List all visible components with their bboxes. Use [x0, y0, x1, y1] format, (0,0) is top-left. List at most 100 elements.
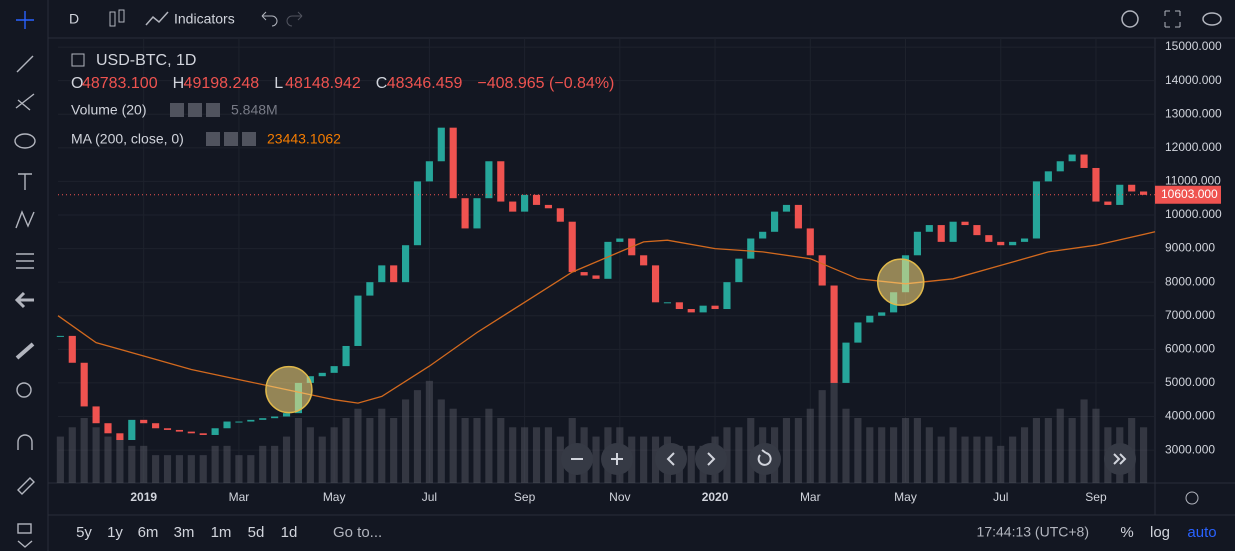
lock-tool[interactable]	[17, 523, 32, 534]
volume-bar	[413, 390, 422, 483]
text-tool[interactable]	[18, 173, 32, 190]
y-tick-label: 13000.000	[1165, 106, 1222, 120]
study-name[interactable]: Volume (20)	[71, 102, 146, 118]
volume-bar	[366, 418, 374, 483]
last-price-box	[1155, 185, 1221, 204]
candle	[140, 419, 148, 424]
candle	[759, 231, 767, 239]
magnet-tool[interactable]	[17, 434, 33, 450]
scroll-right-button[interactable]	[695, 443, 727, 475]
candle	[556, 208, 564, 222]
auto-toggle[interactable]: auto	[1187, 524, 1216, 541]
draw-mode-tool[interactable]	[17, 477, 35, 495]
candle	[842, 342, 850, 383]
moving-average	[57, 231, 1156, 404]
redo-button[interactable]	[286, 11, 303, 27]
volume-bar	[354, 408, 362, 483]
shape-tool[interactable]	[14, 133, 36, 149]
range-button[interactable]: 6m	[138, 524, 159, 541]
candle	[259, 418, 267, 420]
candle-style-button[interactable]	[109, 9, 125, 27]
volume-bar	[866, 427, 874, 483]
more-tools[interactable]	[17, 540, 33, 548]
y-tick-label: 14000.000	[1165, 73, 1222, 87]
range-button[interactable]: 1d	[281, 524, 298, 541]
snapshot-button[interactable]	[1202, 12, 1222, 26]
candle	[1140, 191, 1148, 195]
candle	[818, 255, 826, 286]
volume-bar	[104, 436, 112, 483]
crosshair-tool[interactable]	[16, 11, 34, 29]
volume-bar	[925, 427, 933, 483]
goto-button[interactable]: Go to...	[333, 524, 382, 541]
candle	[866, 315, 874, 323]
x-tick-label: Sep	[1085, 490, 1107, 504]
range-button[interactable]: 1m	[211, 524, 232, 541]
settings-button[interactable]	[1121, 10, 1139, 28]
volume-bar	[497, 418, 505, 483]
volume-bar	[128, 445, 136, 483]
volume-bar	[342, 418, 350, 483]
scroll-left-button[interactable]	[655, 443, 687, 475]
candle	[1116, 184, 1124, 205]
range-button[interactable]: 5d	[248, 524, 265, 541]
candle	[366, 282, 374, 296]
range-button[interactable]: 1y	[107, 524, 123, 541]
candle	[318, 372, 326, 377]
volume-bar	[80, 418, 88, 483]
study-controls[interactable]	[170, 103, 220, 117]
x-tick-label: 2019	[130, 490, 157, 504]
interval-button[interactable]: D	[69, 11, 79, 27]
volume-bar	[830, 380, 838, 483]
measure-tool[interactable]	[15, 342, 35, 360]
pattern-tool[interactable]	[15, 210, 35, 229]
candle	[128, 419, 136, 441]
indicators-button[interactable]: Indicators	[174, 11, 235, 27]
volume-bar	[1092, 408, 1100, 483]
symbol: USD-BTC, 1D	[96, 52, 196, 69]
fib-tool[interactable]	[15, 93, 35, 111]
volume-bar	[247, 455, 255, 483]
ohlc-key: C	[376, 75, 388, 92]
candle	[735, 258, 743, 283]
candle	[413, 181, 422, 246]
candle	[997, 241, 1005, 246]
candle	[175, 429, 183, 432]
volume-bar	[687, 445, 695, 483]
volume-bar	[901, 418, 910, 483]
volume-bar	[187, 455, 195, 483]
range-button[interactable]: 3m	[174, 524, 195, 541]
volume-bar	[449, 408, 457, 483]
axis-settings[interactable]	[1185, 491, 1199, 505]
candle	[104, 423, 112, 434]
prediction-tool[interactable]	[16, 253, 34, 269]
candle	[604, 241, 612, 279]
range-button[interactable]: 5y	[76, 524, 92, 541]
candle	[806, 228, 814, 256]
candle	[580, 272, 588, 276]
trendline-tool[interactable]	[16, 55, 34, 73]
candle	[687, 309, 695, 313]
collapse-legend[interactable]	[71, 53, 85, 67]
candle	[211, 428, 219, 435]
log-toggle[interactable]: log	[1150, 524, 1170, 541]
candle	[723, 282, 731, 310]
volume-bar	[378, 408, 386, 483]
candle	[1068, 154, 1076, 162]
fullscreen-button[interactable]	[1164, 10, 1181, 28]
candle	[973, 225, 981, 236]
y-tick-label: 12000.000	[1165, 140, 1222, 154]
volume-bar	[461, 418, 469, 483]
study-controls[interactable]	[206, 132, 256, 146]
undo-button[interactable]	[261, 11, 278, 27]
study-name[interactable]: MA (200, close, 0)	[71, 131, 184, 147]
y-tick-label: 6000.000	[1165, 342, 1215, 356]
candle	[1104, 201, 1112, 205]
percent-toggle[interactable]: %	[1120, 524, 1133, 541]
zoom-tool[interactable]	[16, 382, 32, 398]
reset-button[interactable]	[749, 443, 781, 475]
volume-bar	[544, 427, 552, 483]
back-tool[interactable]	[14, 291, 34, 309]
